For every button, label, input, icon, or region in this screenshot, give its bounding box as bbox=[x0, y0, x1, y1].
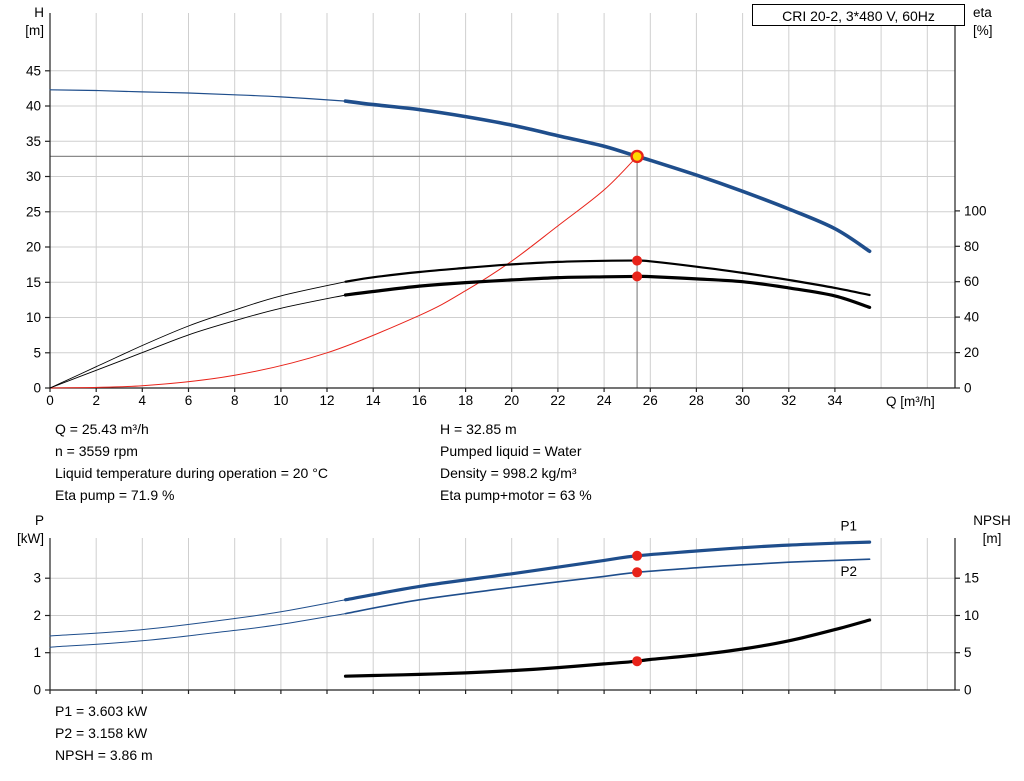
info-line-liquid-temp: Liquid temperature during operation = 20… bbox=[55, 465, 328, 481]
right-tick-label: 15 bbox=[964, 571, 979, 586]
info-line-head: H = 32.85 m bbox=[440, 421, 517, 437]
x-tick-label: 6 bbox=[185, 393, 193, 408]
p1-point bbox=[632, 550, 643, 561]
npsh-axis-label-unit: [m] bbox=[982, 531, 1002, 546]
left-tick-label: 40 bbox=[26, 99, 41, 114]
duty-info-right: H = 32.85 m Pumped liquid = Water Densit… bbox=[440, 418, 592, 506]
npsh-axis-label: NPSH [m] bbox=[966, 512, 1018, 548]
p1-curve-thin bbox=[49, 599, 346, 637]
eta-pump-motor-curve bbox=[343, 274, 872, 309]
x-tick-label: 32 bbox=[781, 393, 796, 408]
duty-point[interactable] bbox=[630, 149, 644, 164]
x-tick-label: 30 bbox=[735, 393, 750, 408]
x-tick-label: 2 bbox=[92, 393, 100, 408]
info-line-flow: Q = 25.43 m³/h bbox=[55, 421, 149, 437]
left-tick-label: 35 bbox=[26, 134, 41, 149]
p-axis-label: P [kW] bbox=[2, 512, 44, 548]
info-line-npsh: NPSH = 3.86 m bbox=[55, 747, 153, 763]
left-tick-label: 1 bbox=[33, 645, 41, 660]
x-tick-label: 22 bbox=[550, 393, 565, 408]
left-tick-label: 45 bbox=[26, 63, 41, 78]
p2-curve bbox=[344, 558, 871, 615]
npsh-axis-label-symbol: NPSH bbox=[973, 513, 1011, 528]
info-line-eta-pump: Eta pump = 71.9 % bbox=[55, 487, 175, 503]
x-tick-label: 16 bbox=[412, 393, 427, 408]
x-tick-label: 8 bbox=[231, 393, 239, 408]
eta-axis-label-unit: [%] bbox=[973, 23, 993, 38]
npsh-curve bbox=[343, 618, 872, 678]
p2-curve-thin bbox=[49, 613, 346, 648]
left-tick-label: 15 bbox=[26, 275, 41, 290]
x-tick-label: 20 bbox=[504, 393, 519, 408]
left-tick-label: 5 bbox=[33, 345, 41, 360]
x-tick-label: 0 bbox=[46, 393, 54, 408]
right-tick-label: 100 bbox=[964, 203, 987, 218]
info-line-density: Density = 998.2 kg/m³ bbox=[440, 465, 577, 481]
left-tick-label: 2 bbox=[33, 608, 41, 623]
pump-curve bbox=[343, 99, 872, 254]
right-tick-label: 80 bbox=[964, 239, 979, 254]
p-axis-label-unit: [kW] bbox=[17, 531, 44, 546]
info-line-pumped-liquid: Pumped liquid = Water bbox=[440, 443, 582, 459]
eta-axis-label: eta [%] bbox=[973, 4, 1019, 40]
info-line-eta-pump-motor: Eta pump+motor = 63 % bbox=[440, 487, 592, 503]
x-tick-label: 26 bbox=[643, 393, 658, 408]
right-tick-label: 0 bbox=[964, 381, 972, 396]
h-axis-label-symbol: H bbox=[34, 5, 44, 20]
eta-pump-curve bbox=[344, 259, 871, 297]
eta-axis-label-symbol: eta bbox=[973, 5, 992, 20]
x-tick-label: 24 bbox=[597, 393, 613, 408]
eta-pump-motor-point bbox=[632, 271, 643, 282]
right-tick-label: 5 bbox=[964, 645, 972, 660]
x-tick-label: 34 bbox=[827, 393, 843, 408]
right-tick-label: 10 bbox=[964, 608, 979, 623]
left-tick-label: 20 bbox=[26, 240, 41, 255]
p1-curve bbox=[343, 540, 872, 602]
left-tick-label: 3 bbox=[33, 571, 41, 586]
curve-label-p2: P2 bbox=[841, 564, 858, 579]
right-tick-label: 60 bbox=[964, 274, 979, 289]
left-tick-label: 0 bbox=[33, 683, 41, 698]
eta-pump-curve-thin bbox=[49, 281, 346, 389]
x-tick-label: 10 bbox=[273, 393, 288, 408]
info-line-speed: n = 3559 rpm bbox=[55, 443, 138, 459]
pump-curve-thin bbox=[49, 89, 347, 102]
left-tick-label: 0 bbox=[33, 381, 41, 396]
right-tick-label: 20 bbox=[964, 345, 979, 360]
q-axis-label: Q [m³/h] bbox=[886, 394, 935, 409]
p2-point bbox=[632, 567, 643, 578]
npsh-point bbox=[632, 656, 643, 667]
x-tick-label: 4 bbox=[139, 393, 147, 408]
left-tick-label: 30 bbox=[26, 169, 41, 184]
h-axis-label: H [m] bbox=[6, 4, 44, 40]
h-axis-label-unit: [m] bbox=[25, 23, 44, 38]
system-curve bbox=[49, 155, 638, 389]
power-info: P1 = 3.603 kW P2 = 3.158 kW NPSH = 3.86 … bbox=[55, 700, 153, 766]
left-tick-label: 10 bbox=[26, 310, 41, 325]
x-tick-label: 28 bbox=[689, 393, 704, 408]
x-tick-label: 12 bbox=[319, 393, 334, 408]
p-axis-label-symbol: P bbox=[34, 513, 44, 528]
eta-pump-point bbox=[632, 255, 643, 266]
curve-label-p1: P1 bbox=[841, 519, 858, 534]
right-tick-label: 40 bbox=[964, 310, 979, 325]
duty-info-left: Q = 25.43 m³/h n = 3559 rpm Liquid tempe… bbox=[55, 418, 328, 506]
pump-model-badge: CRI 20-2, 3*480 V, 60Hz bbox=[752, 4, 965, 26]
x-tick-label: 18 bbox=[458, 393, 473, 408]
info-line-p1: P1 = 3.603 kW bbox=[55, 703, 148, 719]
left-tick-label: 25 bbox=[26, 204, 41, 219]
right-tick-label: 0 bbox=[964, 683, 972, 698]
x-tick-label: 14 bbox=[366, 393, 382, 408]
info-line-p2: P2 = 3.158 kW bbox=[55, 725, 148, 741]
eta-pump-motor-curve-thin bbox=[49, 294, 346, 389]
